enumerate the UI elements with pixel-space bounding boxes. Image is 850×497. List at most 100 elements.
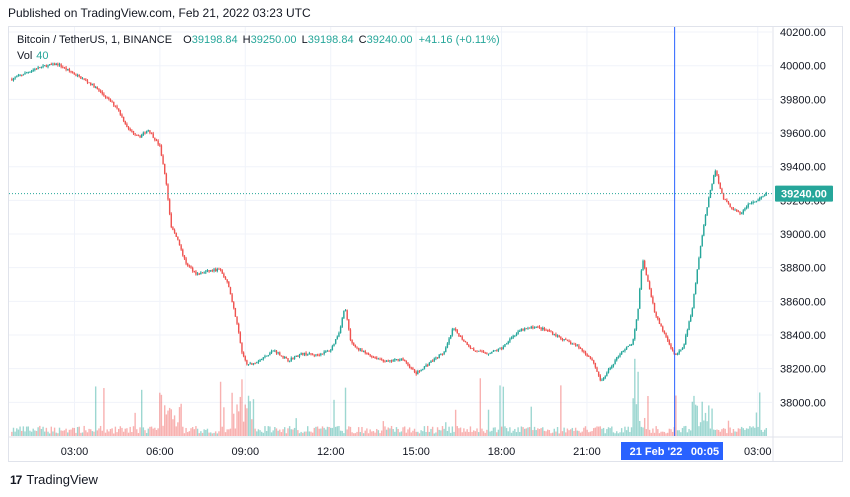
volume-bar	[40, 428, 43, 436]
candle-body	[403, 360, 406, 361]
candle-body	[573, 343, 575, 345]
candle-body	[377, 358, 380, 360]
candle-body	[379, 358, 381, 360]
volume-bar	[325, 429, 327, 436]
volume-bar	[328, 427, 330, 436]
volume-bar	[377, 430, 380, 436]
candle-body	[425, 365, 427, 367]
candle-body	[545, 329, 547, 331]
candle-body	[438, 354, 440, 358]
candle-body	[216, 268, 219, 272]
candle-body	[433, 358, 435, 361]
candle-body	[665, 332, 667, 337]
volume-bar	[172, 419, 174, 436]
volume-bar	[32, 428, 34, 436]
volume-bar	[481, 428, 483, 436]
candle-body	[45, 65, 48, 67]
volume-bar	[196, 428, 199, 436]
candle-body	[504, 344, 506, 347]
candle-body	[410, 367, 412, 369]
candle-body	[96, 87, 99, 89]
candle-body	[451, 329, 454, 336]
published-header: Published on TradingView.com, Feb 21, 20…	[8, 6, 311, 20]
candle-body	[399, 359, 401, 361]
y-tick-label: 38400.00	[780, 330, 826, 342]
volume-bar	[264, 426, 266, 436]
volume-bar	[435, 432, 437, 436]
candle-body	[428, 362, 431, 366]
volume-bar	[231, 392, 233, 436]
candle-body	[229, 287, 232, 295]
candle-body	[279, 352, 281, 356]
volume-bar	[287, 428, 289, 436]
candle-body	[88, 82, 90, 84]
candle-body	[392, 360, 394, 362]
volume-bar	[203, 429, 205, 436]
candle-body	[17, 75, 20, 77]
volume-bar	[510, 432, 513, 436]
volume-bar	[233, 413, 235, 436]
price-axis[interactable]: 38000.00 38200.00 38400.00 38600.00 38800.00…	[780, 27, 826, 409]
volume-bar	[284, 427, 286, 436]
candle-body	[635, 319, 638, 330]
volume-bar	[139, 427, 141, 436]
candle-body	[357, 347, 360, 350]
candle-body	[323, 351, 325, 355]
volume-bar	[210, 432, 212, 436]
volume-bar	[99, 425, 102, 436]
volume-bar	[713, 429, 715, 436]
volume-bar	[367, 433, 370, 436]
candle-body	[380, 359, 383, 361]
volume-bar	[237, 411, 240, 436]
candle-body	[282, 355, 284, 358]
volume-bar	[765, 428, 768, 436]
candle-body	[254, 363, 256, 365]
volume-bar	[625, 430, 628, 436]
volume-bar	[390, 425, 393, 436]
volume-bar	[221, 426, 223, 436]
candle-body	[717, 175, 720, 184]
volume-bar	[694, 404, 697, 436]
candle-body	[509, 338, 511, 342]
crosshair-time-tag: 21 Feb '22 00:05	[621, 442, 723, 460]
y-tick-label: 38000.00	[780, 397, 826, 409]
candle-body	[144, 132, 146, 134]
candle-body	[290, 357, 292, 361]
volume-bar	[175, 426, 177, 436]
candle-body	[214, 269, 217, 272]
volume-bar	[685, 425, 687, 436]
candle-body	[62, 66, 64, 68]
volume-bar	[417, 431, 419, 436]
volume-bar	[173, 415, 176, 436]
candle-body	[762, 195, 764, 197]
candle-body	[415, 372, 417, 375]
candle-body	[293, 356, 296, 359]
high-label: H	[242, 34, 251, 46]
chart-frame[interactable]	[8, 26, 843, 462]
volume-bar	[609, 428, 611, 436]
volume-bar	[182, 426, 184, 436]
candle-body	[175, 232, 177, 237]
volume-bar	[333, 399, 335, 436]
candle-body	[565, 339, 567, 340]
candle-body	[47, 64, 49, 67]
candle-body	[267, 355, 269, 356]
candle-body	[581, 348, 583, 351]
candle-body	[584, 351, 587, 355]
volume-bar	[451, 426, 454, 436]
volume-bar	[545, 431, 547, 436]
candle-body	[346, 310, 348, 320]
volume-bar	[305, 431, 307, 436]
volume-bar	[546, 429, 549, 436]
candle-body	[655, 312, 657, 317]
volume-bar	[341, 430, 343, 436]
volume-bar	[25, 426, 28, 436]
volume-bar	[642, 427, 644, 436]
candle-body	[484, 352, 486, 354]
candle-body	[627, 345, 629, 347]
candle-body	[341, 318, 343, 327]
time-axis[interactable]: 03:00 06:00 09:00 12:00 15:00 18:00 21:00 03:00	[61, 446, 772, 458]
candle-body	[234, 308, 237, 317]
candle-body	[497, 348, 500, 351]
